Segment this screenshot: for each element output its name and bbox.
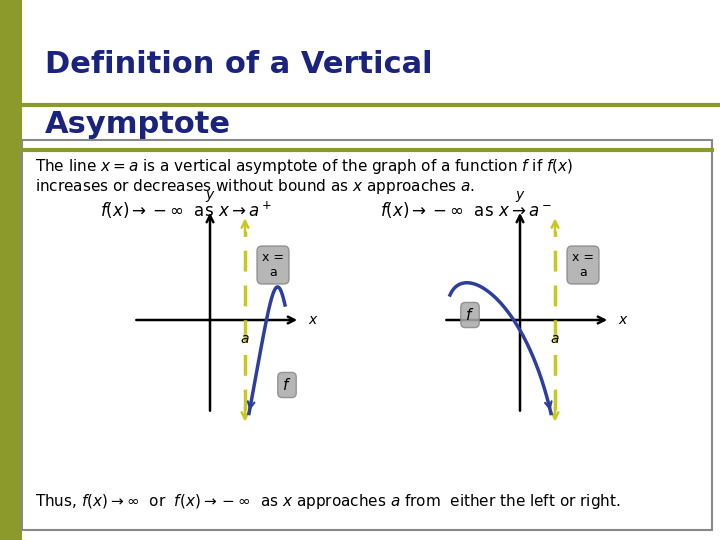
Text: $f$: $f$: [465, 307, 474, 323]
Text: $y$: $y$: [515, 189, 526, 204]
Text: x =
a: x = a: [572, 251, 594, 279]
Text: $a$: $a$: [240, 332, 250, 346]
Text: $x$: $x$: [618, 313, 629, 327]
Text: The line $x = a$ is a vertical asymptote of the graph of a function $f$ if $f(x): The line $x = a$ is a vertical asymptote…: [35, 157, 573, 176]
Text: $f(x) \rightarrow -\infty$  as $x \rightarrow a^-$: $f(x) \rightarrow -\infty$ as $x \righta…: [380, 200, 552, 220]
FancyBboxPatch shape: [22, 140, 712, 530]
Text: Definition of a Vertical: Definition of a Vertical: [45, 50, 433, 79]
Text: Asymptote: Asymptote: [45, 110, 231, 139]
Text: x =
a: x = a: [262, 251, 284, 279]
Text: Thus, $f(x) \rightarrow \infty$  or  $f(x) \rightarrow -\infty$  as $x$ approach: Thus, $f(x) \rightarrow \infty$ or $f(x)…: [35, 492, 621, 511]
Text: $x$: $x$: [308, 313, 319, 327]
Text: $a$: $a$: [550, 332, 559, 346]
Text: increases or decreases without bound as $x$ approaches $a$.: increases or decreases without bound as …: [35, 177, 475, 196]
FancyBboxPatch shape: [0, 0, 22, 540]
Text: $f(x) \rightarrow -\infty$  as $x \rightarrow a^+$: $f(x) \rightarrow -\infty$ as $x \righta…: [100, 200, 272, 221]
Text: $y$: $y$: [204, 189, 215, 204]
Text: $f$: $f$: [282, 377, 292, 393]
